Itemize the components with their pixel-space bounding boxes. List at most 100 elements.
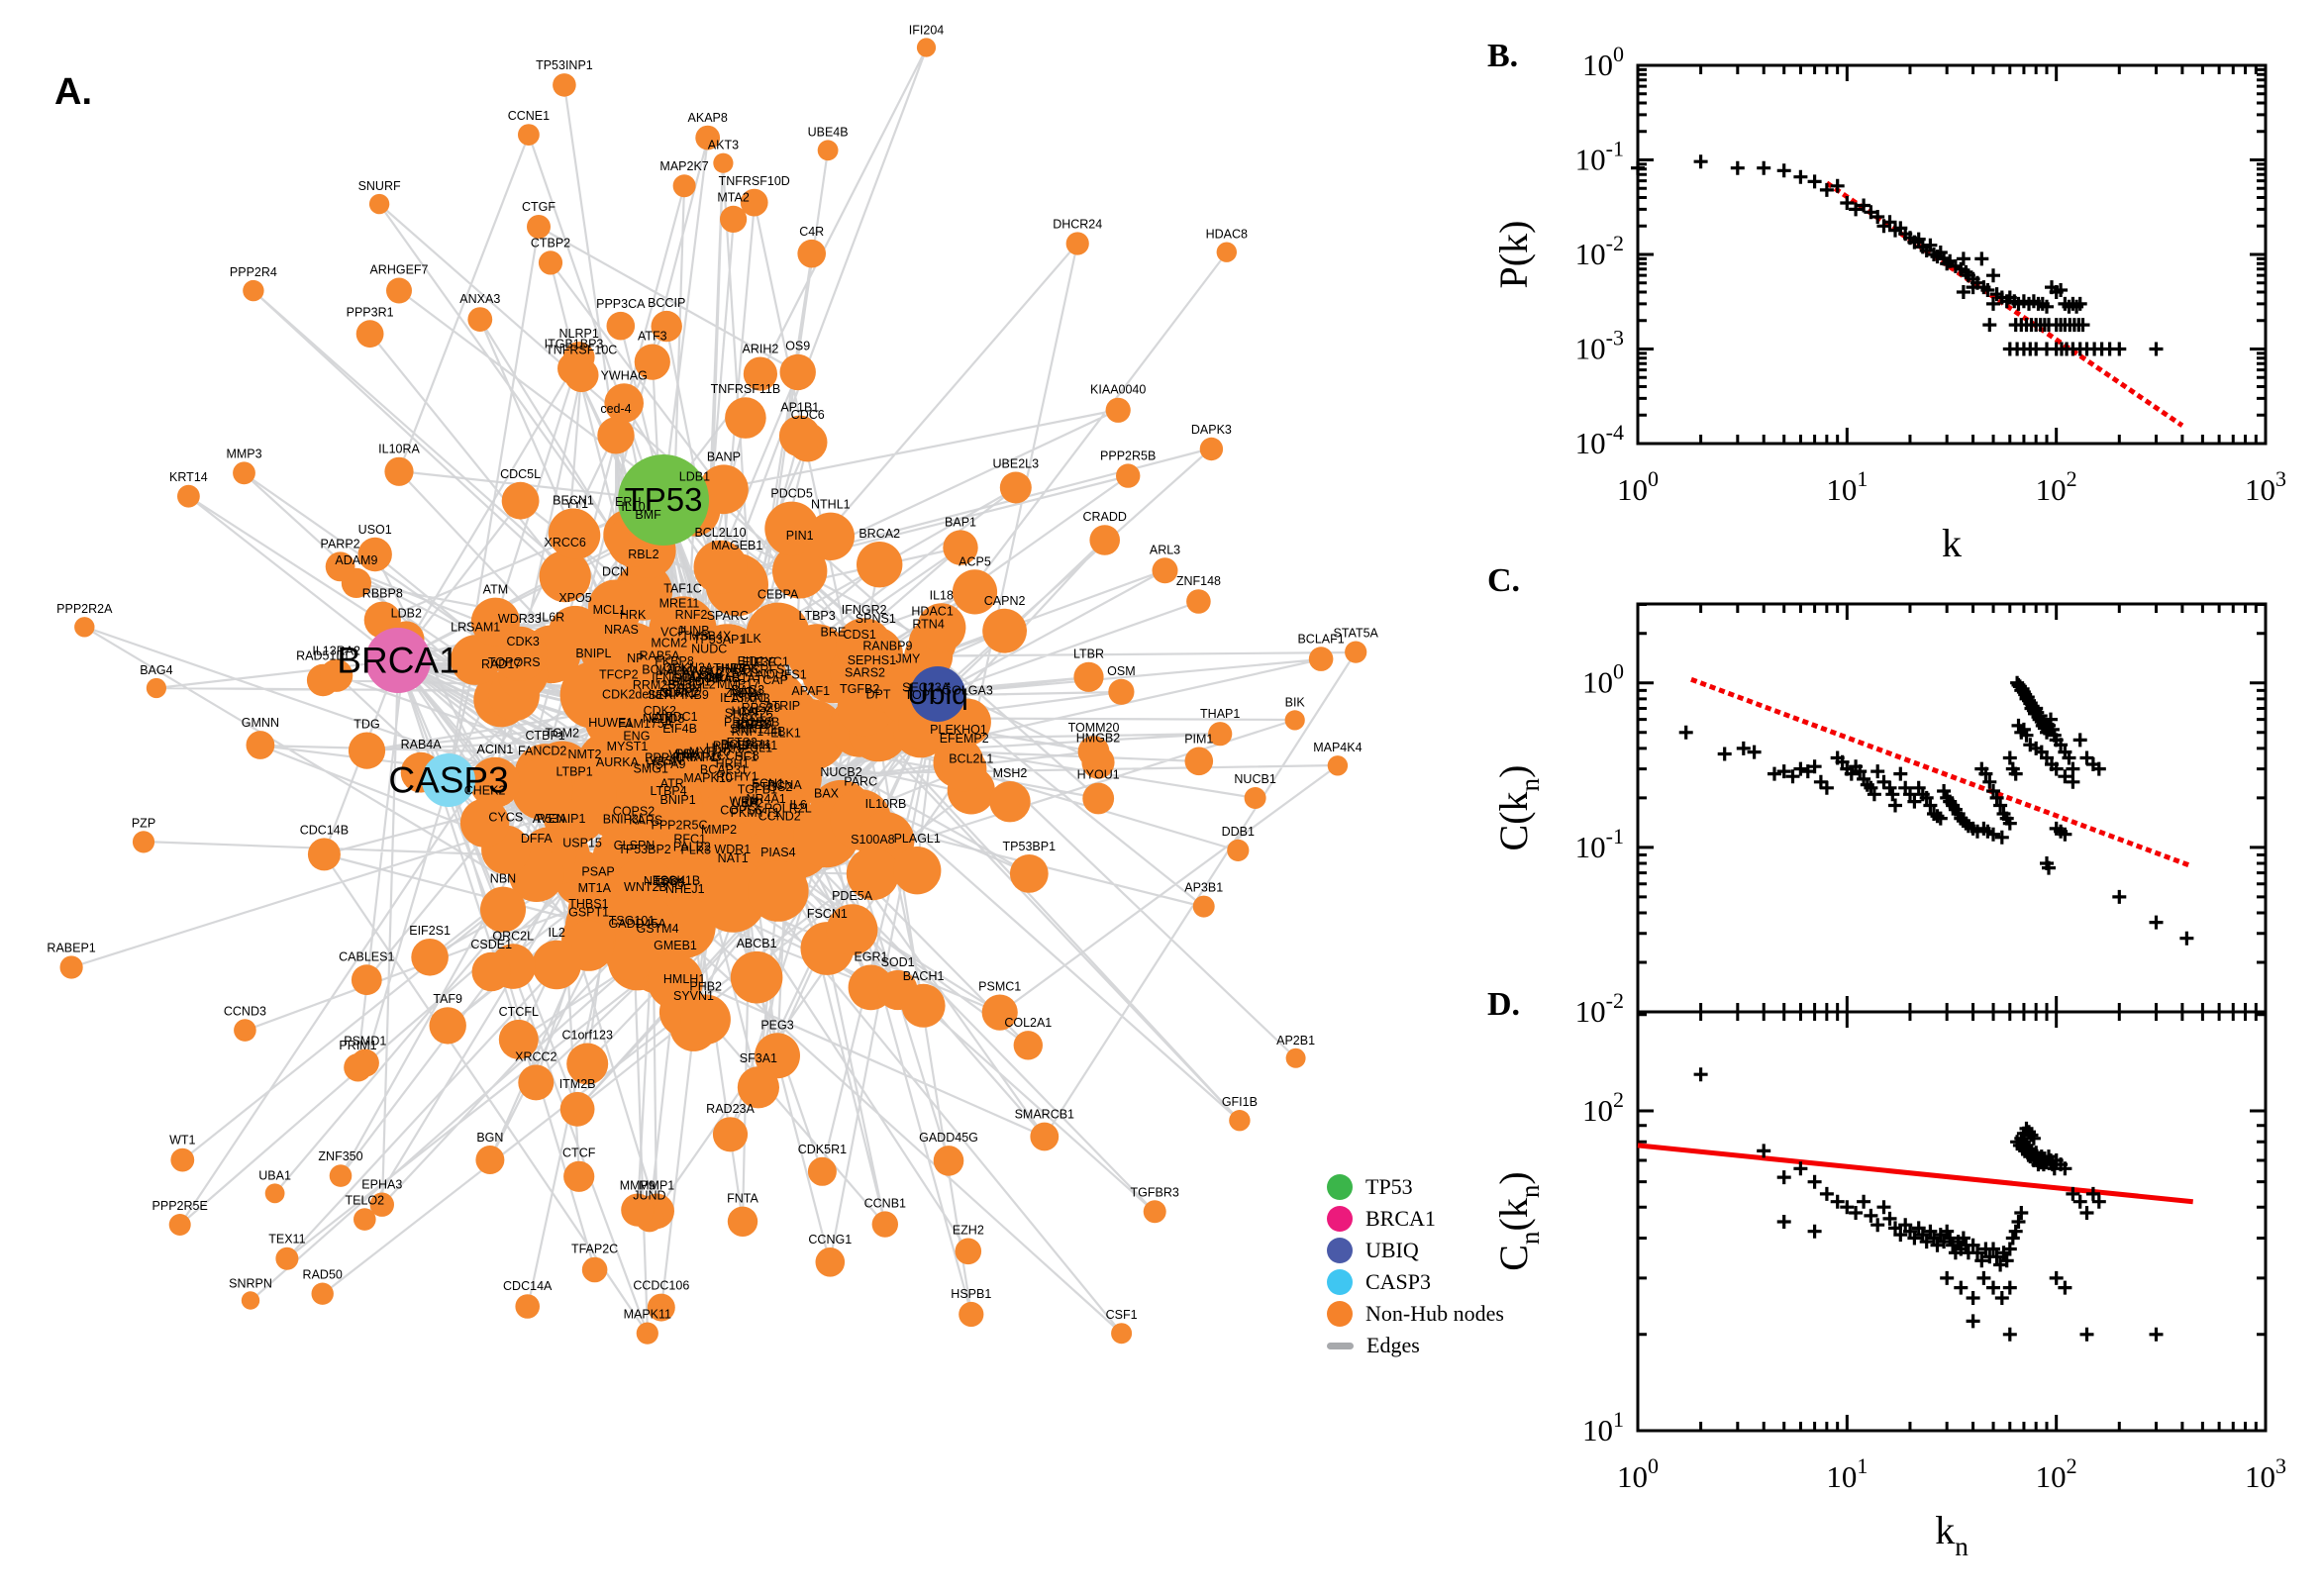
tick-label: 102	[2036, 1453, 2077, 1494]
gene-label: TRIAP1	[673, 750, 717, 764]
gene-label: EGR1	[854, 950, 887, 964]
gene-label: USF2	[732, 797, 763, 811]
gene-label: ERH	[615, 495, 641, 509]
nonhub-swatch-icon	[1327, 1301, 1353, 1327]
network-node	[538, 250, 563, 275]
gene-label: IL13RA1	[720, 691, 768, 705]
gene-label: VTN	[649, 712, 673, 726]
gene-label: WDR33	[498, 612, 542, 626]
gene-label: SOD1	[881, 955, 915, 969]
gene-label: CLSPN	[614, 839, 656, 852]
gene-label: RCHY1	[716, 769, 758, 783]
gene-label: LDB2	[391, 606, 422, 620]
gene-label: BECN1	[553, 494, 594, 508]
gene-label: PKMYT1	[731, 806, 780, 820]
gene-label: DHCR24	[1053, 217, 1102, 231]
gene-label: ILK	[743, 632, 761, 646]
network-node	[1108, 678, 1135, 705]
gene-label: USO1	[358, 523, 392, 537]
axis-label: Cn(kn)	[1491, 1171, 1545, 1271]
network-node	[480, 886, 526, 933]
network-node	[942, 747, 987, 792]
gene-label: PALB2	[673, 841, 711, 854]
network-node	[74, 617, 95, 638]
network-node	[597, 417, 635, 454]
gene-label: PPP2R4	[230, 265, 277, 279]
gene-label: TGFB1	[738, 782, 777, 796]
network-node	[357, 537, 392, 572]
legend-item-tp53: TP53	[1327, 1171, 1504, 1203]
gene-label: ATM	[483, 583, 508, 597]
gene-label: CDS1	[843, 628, 875, 642]
gene-label: CTCFL	[499, 1005, 539, 1019]
gene-label: GFI1B	[1222, 1095, 1258, 1109]
gene-label: BRE	[821, 626, 847, 640]
scatter-points	[1693, 1067, 2164, 1342]
gene-label: MTA2	[717, 191, 749, 205]
gene-label: SLC25A11	[701, 666, 760, 680]
network-node	[1111, 1323, 1133, 1345]
network-node	[1327, 755, 1349, 776]
gene-label: CCDC106	[633, 1279, 689, 1293]
gene-label: TP53INP1	[536, 58, 593, 72]
gene-label: IL6R	[539, 610, 564, 624]
network-node	[989, 781, 1031, 823]
network-node	[999, 471, 1032, 504]
gene-label: ARHGEF7	[369, 263, 428, 277]
gene-label: SNRPN	[229, 1276, 272, 1290]
axis-ticks	[1636, 602, 2268, 1014]
network-node	[1284, 710, 1305, 731]
gene-label: IFNGR2	[842, 603, 887, 617]
gene-label: ARL3	[1150, 543, 1180, 556]
network-node	[1116, 463, 1141, 488]
gene-label: DAPK3	[1191, 423, 1232, 437]
gene-label: FCN1	[752, 776, 784, 790]
gene-label: CDC5L	[500, 467, 541, 481]
gene-label: AKT3	[708, 139, 739, 152]
network-node	[720, 205, 748, 233]
network-node	[264, 1183, 285, 1204]
network-node	[501, 481, 540, 520]
network-node	[826, 904, 878, 955]
legend-item-brca1: BRCA1	[1327, 1203, 1504, 1235]
gene-label: ELK1	[770, 727, 801, 741]
gene-label: TGFBR3	[1131, 1185, 1179, 1199]
gene-label: DDB1	[1222, 825, 1255, 839]
network-node	[369, 1192, 394, 1217]
gene-label: SYVN1	[673, 989, 714, 1003]
gene-label: FSCN1	[807, 907, 848, 921]
gene-label: CCNE1	[508, 109, 550, 123]
tick-label: 101	[1582, 1407, 1624, 1447]
network-node	[737, 1066, 780, 1109]
network-node	[605, 929, 658, 981]
network-node	[649, 596, 717, 664]
gene-label: LDB1	[679, 470, 710, 484]
gene-label: PPP2R5E	[152, 1199, 208, 1213]
network-node	[320, 658, 354, 692]
panel-label-a: A.	[54, 71, 92, 113]
gene-label: PPP2R5B	[1100, 449, 1156, 462]
gene-label: PPP3R1	[347, 305, 394, 319]
network-node	[893, 847, 942, 895]
network-node	[1081, 746, 1115, 779]
network-node	[695, 125, 721, 150]
gene-label: RRM2B	[633, 678, 676, 692]
gene-label: RAD23A	[706, 1102, 755, 1116]
gene-label: RAB5A	[640, 649, 681, 663]
gene-label: PRTN3	[681, 750, 722, 764]
gene-label: PIAS4	[760, 846, 795, 859]
panel-label-c: C.	[1487, 562, 1521, 599]
network-node	[933, 1146, 964, 1176]
hub-node-brca1	[365, 628, 431, 693]
network-node	[1089, 525, 1120, 555]
gene-label: ZCCHC8	[709, 749, 759, 763]
gene-label: ZNF350	[318, 1149, 362, 1163]
gene-label: RAB4A	[401, 738, 443, 751]
network-node	[170, 1147, 195, 1172]
gene-label: ZNF148	[1176, 574, 1221, 588]
gene-label: RNF2	[675, 608, 708, 622]
network-node	[774, 699, 847, 771]
gene-label: MAPK11	[624, 1308, 671, 1322]
network-node	[748, 860, 809, 922]
